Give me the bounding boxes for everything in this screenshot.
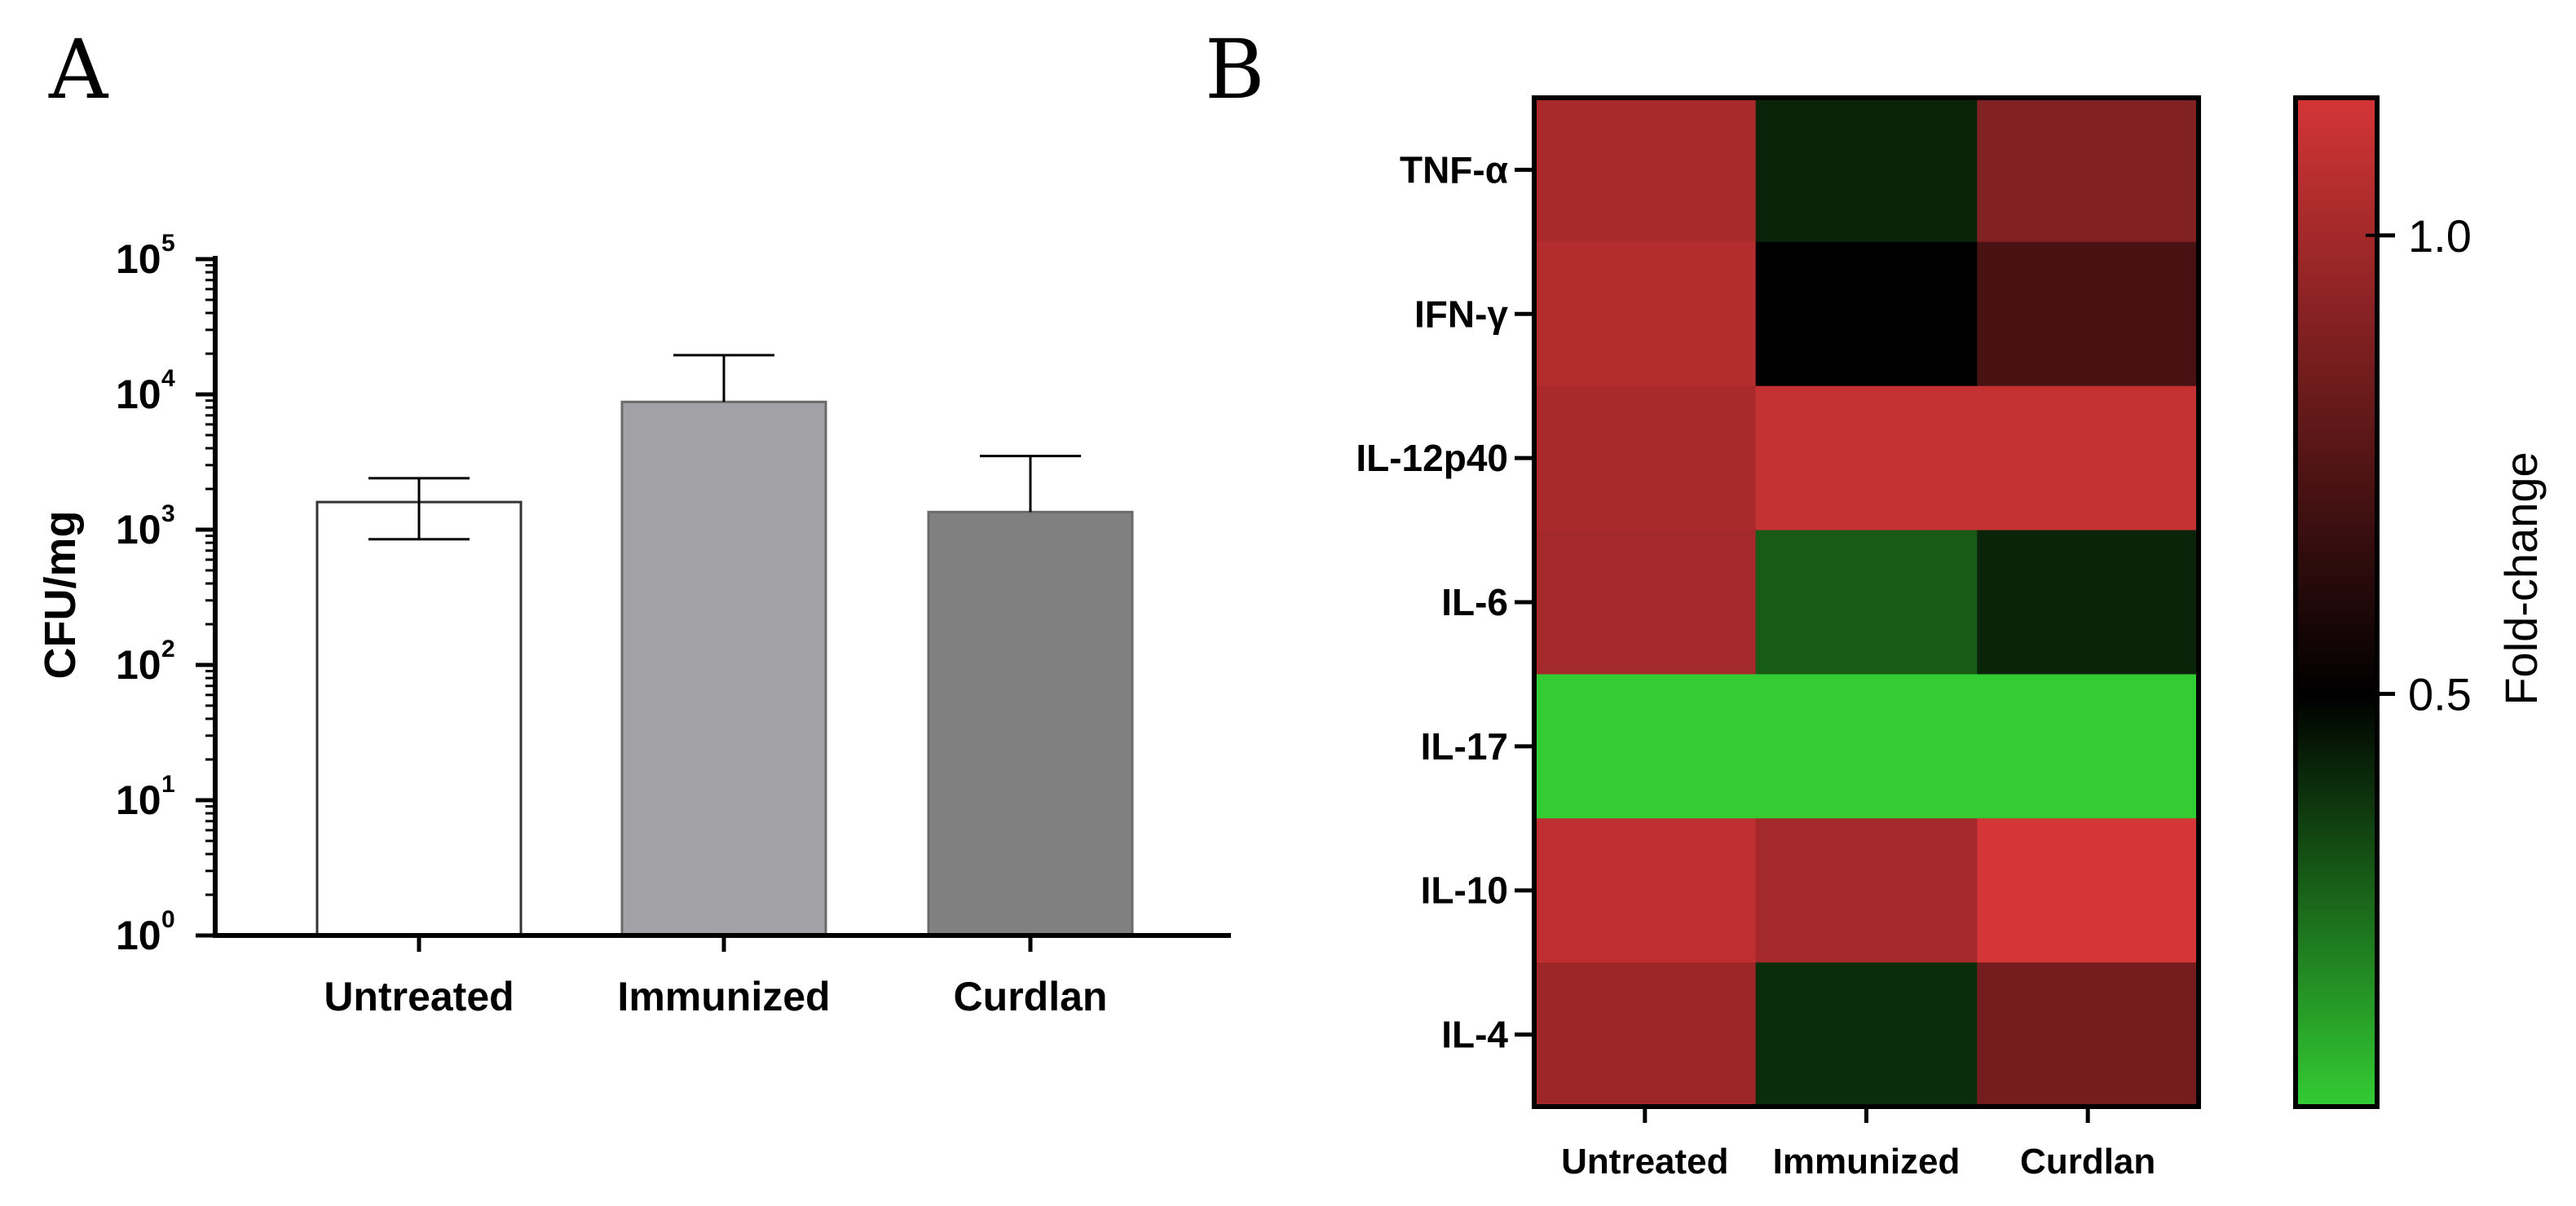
- y-tick-label-5: 10: [116, 236, 161, 282]
- heatmap-cell-1-2: [1977, 241, 2199, 387]
- y-tick-label-2: 10: [116, 642, 161, 688]
- heatmap-cell-5-2: [1977, 818, 2199, 963]
- heatmap-cell-3-2: [1977, 530, 2199, 676]
- y-tick-exponent-3: 3: [161, 500, 175, 527]
- heatmap-row-label: IL-10: [1421, 869, 1508, 912]
- panel-b-label: B: [1205, 22, 1265, 117]
- heatmap-row-label: TNF-α: [1400, 148, 1508, 191]
- heatmap-cell-6-1: [1755, 962, 1978, 1107]
- y-tick-exponent-0: 0: [161, 906, 175, 933]
- heatmap-cell-6-0: [1534, 962, 1757, 1107]
- heatmap-cell-4-1: [1755, 674, 1978, 819]
- heatmap-col-label: Immunized: [1773, 1142, 1961, 1182]
- heatmap-row-label: IL-6: [1441, 581, 1508, 623]
- y-tick-label-4: 10: [116, 372, 161, 417]
- heatmap-col-label: Curdlan: [2020, 1142, 2155, 1182]
- heatmap-row-label: IL-12p40: [1356, 437, 1508, 479]
- bar-immunized: [620, 400, 827, 937]
- y-tick-exponent-2: 2: [161, 636, 175, 662]
- panel-a-label: A: [48, 22, 109, 117]
- bar-curdlan: [927, 510, 1134, 937]
- y-tick-label-1: 10: [116, 777, 161, 823]
- heatmap-cell-5-1: [1755, 818, 1978, 963]
- heatmap-cell-5-0: [1534, 818, 1757, 963]
- y-tick-exponent-5: 5: [161, 230, 175, 257]
- y-tick-exponent-1: 1: [161, 771, 175, 798]
- y-tick-label-3: 10: [116, 507, 161, 552]
- heatmap-cell-3-0: [1534, 530, 1757, 676]
- heatmap-row-label: IL-17: [1421, 725, 1508, 768]
- x-tick-label-immunized: Immunized: [617, 974, 830, 1019]
- heatmap-cell-4-2: [1977, 674, 2199, 819]
- y-axis-title: CFU/mg: [36, 511, 85, 680]
- colorbar: [2293, 95, 2380, 1109]
- colorbar-tick-label: 1.0: [2408, 210, 2472, 262]
- y-tick-exponent-4: 4: [161, 365, 175, 392]
- x-tick-label-untreated: Untreated: [324, 974, 514, 1019]
- y-tick-label-0: 10: [116, 913, 161, 958]
- heatmap-cell-1-0: [1534, 241, 1757, 387]
- heatmap-col-label: Untreated: [1561, 1142, 1728, 1182]
- heatmap-cell-2-0: [1534, 385, 1757, 531]
- heatmap-cell-2-1: [1755, 385, 1978, 531]
- heatmap-row-label: IFN-γ: [1414, 293, 1508, 335]
- x-tick-label-curdlan: Curdlan: [954, 974, 1108, 1019]
- panel-b-heatmap: Fold-change TNF-α IFN-γ IL-12p40 IL-6 IL-17 I…: [1356, 95, 2547, 1182]
- heatmap-cell-0-2: [1977, 98, 2199, 243]
- heatmap-cell-0-0: [1534, 98, 1757, 243]
- bar-untreated: [315, 500, 523, 937]
- colorbar-tick-label: 0.5: [2408, 669, 2472, 720]
- colorbar-title: Fold-change: [2495, 451, 2547, 705]
- heatmap-cell-0-1: [1755, 98, 1978, 243]
- heatmap-cell-6-2: [1977, 962, 2199, 1107]
- heatmap-cell-1-1: [1755, 241, 1978, 387]
- heatmap-cell-4-0: [1534, 674, 1757, 819]
- heatmap-row-label: IL-4: [1441, 1014, 1508, 1056]
- heatmap-cell-3-1: [1755, 530, 1978, 676]
- heatmap-cell-2-2: [1977, 385, 2199, 531]
